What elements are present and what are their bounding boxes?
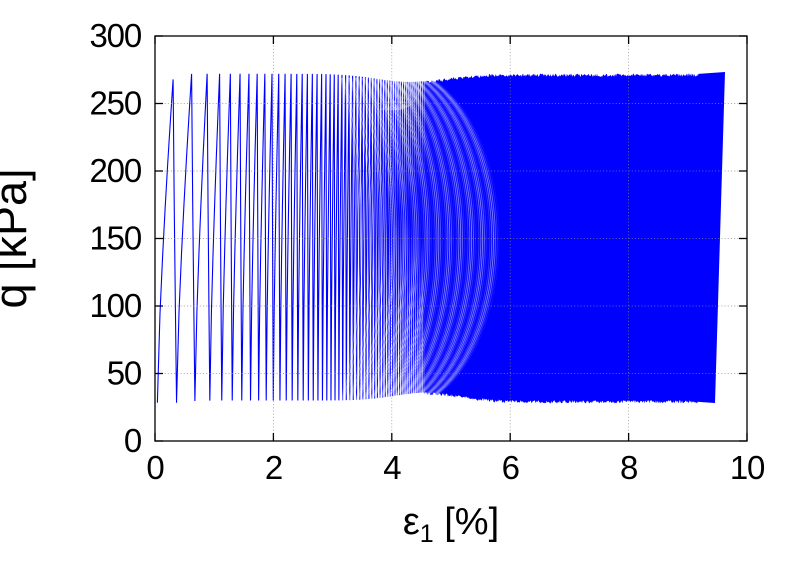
svg-text:6: 6 [502,449,519,486]
svg-text:2: 2 [265,449,282,486]
svg-text:ε1 [%]: ε1 [%] [403,501,499,548]
svg-text:250: 250 [90,85,142,122]
svg-text:150: 150 [90,220,142,257]
svg-text:100: 100 [90,287,142,324]
svg-text:4: 4 [383,449,401,486]
svg-text:0: 0 [124,422,142,459]
svg-text:q [kPa]: q [kPa] [0,168,36,308]
svg-text:50: 50 [107,355,142,392]
svg-text:0: 0 [146,449,164,486]
svg-text:8: 8 [620,449,637,486]
svg-text:200: 200 [90,152,142,189]
svg-text:300: 300 [90,17,142,54]
svg-text:10: 10 [730,449,765,486]
